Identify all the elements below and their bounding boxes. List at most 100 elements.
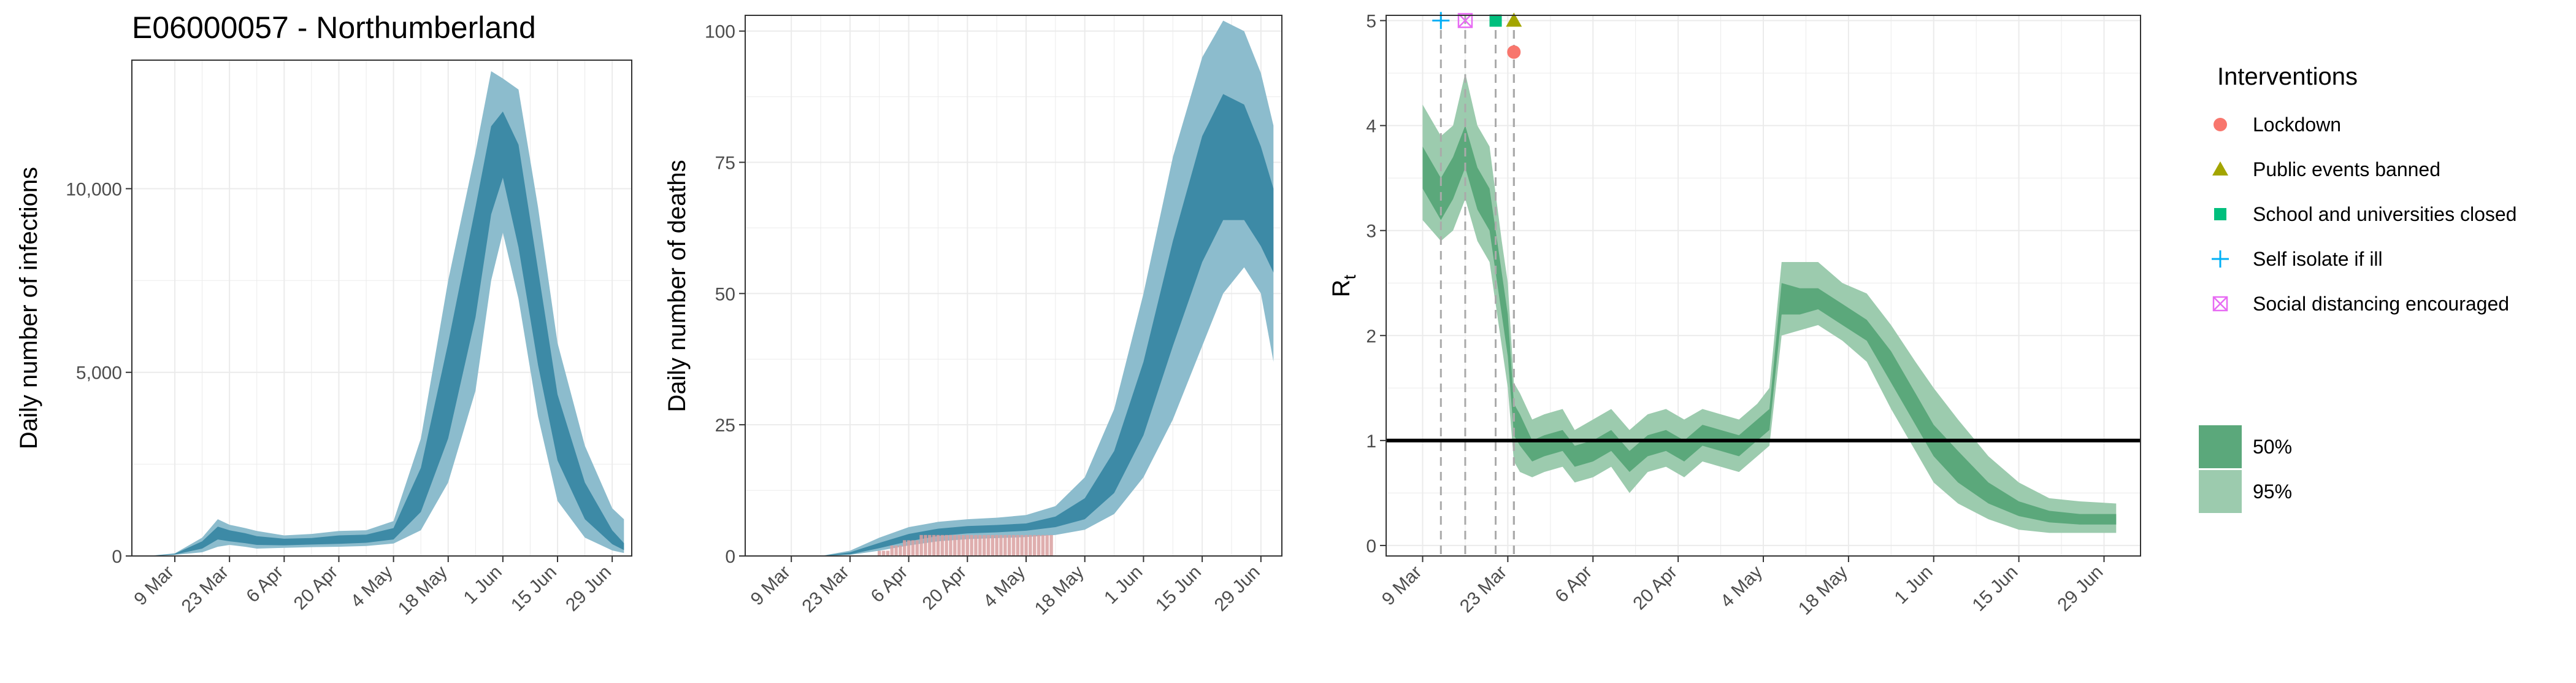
intervention-lines	[1439, 15, 1515, 556]
infections-x-tick-label: 4 May	[347, 562, 396, 612]
ci-legend: 50% 95%	[2199, 425, 2292, 513]
observed-deaths-bars	[878, 534, 1053, 556]
observed-deaths-bar	[986, 534, 991, 556]
legend-label: Public events banned	[2253, 158, 2440, 180]
observed-deaths-bar	[1049, 534, 1053, 556]
deaths-y-tick-label: 75	[715, 153, 735, 173]
deaths-panel: 0 25 50 75 100 9 Mar 23 Mar 6 Apr 20 Apr 4 May 18 …	[664, 15, 1282, 619]
deaths-y-tick-label: 50	[715, 284, 735, 304]
observed-deaths-bar	[1037, 534, 1041, 556]
infections-x-tick-label: 29 Jun	[562, 562, 615, 615]
deaths-y-tick-label: 25	[715, 415, 735, 436]
infections-x-tick-label: 15 Jun	[507, 562, 561, 615]
rt-y-tick-label: 2	[1366, 326, 1376, 347]
intervention-marker	[1457, 13, 1473, 28]
observed-deaths-bar	[991, 534, 995, 556]
observed-deaths-bar	[999, 534, 1003, 556]
intervention-marker	[1507, 45, 1521, 59]
observed-deaths-bar	[945, 534, 948, 556]
observed-deaths-bar	[953, 534, 957, 556]
deaths-x-tick-label: 15 Jun	[1152, 562, 1205, 615]
ci-legend-key	[2199, 425, 2242, 468]
rt-x-tick-label: 18 May	[1795, 562, 1852, 619]
infections-y-tick-label: 5,000	[76, 363, 122, 384]
infections-x-tick-label: 9 Mar	[130, 562, 178, 610]
rt-y-tick-label: 3	[1366, 222, 1376, 242]
intervention-markers	[1432, 12, 1522, 59]
observed-deaths-bar	[978, 534, 982, 556]
rt-x-tick-label: 4 May	[1717, 562, 1766, 612]
infections-x-tick-label: 23 Mar	[178, 562, 232, 617]
observed-deaths-bar	[903, 540, 907, 556]
deaths-x-tick-label: 18 May	[1031, 562, 1088, 619]
rt-x-tick-label: 1 Jun	[1890, 562, 1936, 608]
infections-y-tick-label: 10,000	[66, 179, 122, 199]
infections-x-tick-label: 20 Apr	[290, 562, 342, 614]
observed-deaths-bar	[1011, 534, 1016, 556]
observed-deaths-bar	[940, 534, 945, 556]
deaths-x-tick-label: 4 May	[979, 562, 1029, 612]
observed-deaths-bar	[911, 540, 915, 556]
observed-deaths-bar	[995, 534, 999, 556]
observed-deaths-bar	[1041, 534, 1045, 556]
observed-deaths-bar	[961, 534, 965, 556]
observed-deaths-bar	[936, 534, 940, 556]
observed-deaths-bar	[1007, 534, 1011, 556]
rt-panel: 0 1 2 3 4 5 9 Mar 23 Mar 6 Apr 20 Apr 4 May 18 May 1…	[1328, 12, 2141, 619]
rt-x-tick-label: 23 Mar	[1456, 562, 1511, 617]
rt-y-axis-subscript: t	[1340, 274, 1359, 279]
infections-ci95-band	[147, 71, 624, 556]
legend-key-plus	[2212, 250, 2229, 268]
infections-plot-border	[131, 60, 632, 557]
ci-legend-key	[2199, 470, 2242, 513]
legend-key-boxx	[2212, 296, 2228, 312]
intervention-marker	[1489, 14, 1502, 27]
observed-deaths-bar	[1045, 534, 1049, 556]
observed-deaths-bar	[932, 534, 936, 556]
deaths-x-tick-label: 23 Mar	[798, 562, 853, 617]
deaths-x-tick-label: 9 Mar	[747, 562, 795, 610]
observed-deaths-bar	[982, 534, 986, 556]
rt-ci95-band	[1422, 73, 2117, 533]
legend-label: Self isolate if ill	[2253, 248, 2383, 270]
observed-deaths-bar	[894, 545, 898, 556]
deaths-plot-border	[745, 15, 1282, 557]
rt-x-tick-label: 6 Apr	[1551, 562, 1596, 607]
plot-title: E06000057 - Northumberland	[132, 10, 536, 45]
observed-deaths-bar	[970, 534, 973, 556]
observed-deaths-bar	[924, 534, 927, 556]
observed-deaths-bar	[1003, 534, 1007, 556]
infections-y-axis-title: Daily number of infections	[15, 167, 42, 449]
observed-deaths-bar	[949, 534, 953, 556]
rt-areas	[1422, 73, 2117, 533]
rt-x-tick-label: 29 Jun	[2053, 562, 2107, 615]
observed-deaths-bar	[881, 550, 886, 556]
intervention-marker	[1506, 12, 1522, 27]
observed-deaths-bar	[1029, 534, 1032, 556]
rt-y-tick-label: 5	[1366, 12, 1376, 32]
interventions-legend: Lockdown Public events banned School and u…	[2212, 114, 2517, 315]
legend-label: Lockdown	[2253, 114, 2341, 136]
deaths-x-tick-label: 6 Apr	[867, 562, 912, 607]
rt-y-axis-title: Rt	[1328, 274, 1359, 297]
rt-y-tick-label: 4	[1366, 117, 1376, 137]
observed-deaths-bar	[965, 534, 970, 556]
observed-deaths-bar	[1032, 534, 1037, 556]
rt-x-tick-label: 15 Jun	[1969, 562, 2022, 615]
legend-key-square	[2214, 208, 2226, 220]
deaths-y-axis-title: Daily number of deaths	[664, 160, 691, 412]
rt-y-tick-label: 0	[1366, 536, 1376, 557]
deaths-y-tick-label: 100	[705, 22, 735, 42]
ci-legend-label: 50%	[2253, 436, 2292, 458]
observed-deaths-bar	[957, 534, 961, 556]
legend-label: School and universities closed	[2253, 203, 2517, 225]
legend-label: Social distancing encouraged	[2253, 293, 2509, 315]
rt-y-axis-symbol: R	[1328, 279, 1355, 297]
legend-title: Interventions	[2217, 63, 2358, 90]
legend-key-circle	[2214, 118, 2227, 131]
observed-deaths-bar	[1024, 534, 1028, 556]
deaths-ci50-band	[762, 94, 1274, 557]
deaths-y-tick-label: 0	[725, 547, 735, 567]
